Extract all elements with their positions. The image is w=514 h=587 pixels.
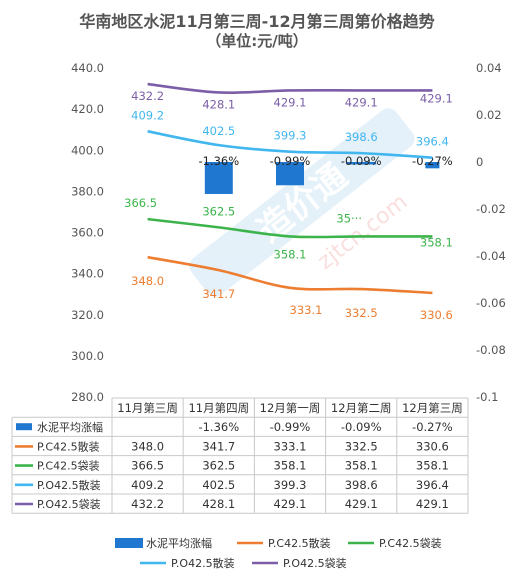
table-cell: 428.1 <box>202 497 235 511</box>
table-cell: 399.3 <box>274 478 307 492</box>
y-left-tick-label: 440.0 <box>71 61 104 75</box>
table-cell: 330.6 <box>416 439 449 453</box>
y-right-tick-label: -0.02 <box>476 202 506 216</box>
bar-data-label: -1.36% <box>198 154 239 168</box>
table-cell: -0.27% <box>412 420 453 434</box>
y-left-tick-label: 340.0 <box>71 267 104 281</box>
y-left-tick-label: 380.0 <box>71 184 104 198</box>
table-row-label: P.O42.5袋装 <box>37 497 101 511</box>
category-label: 12月第一周 <box>260 401 321 415</box>
table-cell: 362.5 <box>202 459 235 473</box>
legend-label: P.C42.5袋装 <box>379 536 442 550</box>
table-cell: 333.1 <box>274 439 307 453</box>
table-cell: 348.0 <box>131 439 164 453</box>
table-cell: 396.4 <box>416 478 449 492</box>
y-right-tick-label: 0.02 <box>476 108 502 122</box>
legend-label: P.C42.5散装 <box>268 536 331 550</box>
table-cell: -0.09% <box>341 420 382 434</box>
series-data-label: 399.3 <box>274 129 307 143</box>
table-cell: -1.36% <box>198 420 239 434</box>
legend-label: P.O42.5袋装 <box>283 556 347 570</box>
category-label: 12月第二周 <box>331 401 392 415</box>
category-label: 12月第三周 <box>402 401 463 415</box>
y-right-tick-label: 0.04 <box>476 61 502 75</box>
series-data-label: 362.5 <box>202 204 235 218</box>
series-data-label: 358.1 <box>420 235 453 249</box>
series-data-label: 428.1 <box>202 97 235 111</box>
table-cell: 402.5 <box>202 478 235 492</box>
table-cell: -0.99% <box>270 420 311 434</box>
series-data-label: 333.1 <box>290 303 323 317</box>
y-left-tick-label: 300.0 <box>71 349 104 363</box>
table-row-label: P.C42.5散装 <box>37 439 100 453</box>
table-cell: 358.1 <box>274 459 307 473</box>
series-data-label: 35··· <box>336 211 362 225</box>
series-data-label: 432.2 <box>131 89 164 103</box>
table-cell: 429.1 <box>416 497 449 511</box>
table-row-label: 水泥平均涨幅 <box>37 421 103 434</box>
bar-4 <box>425 162 440 169</box>
y-right-tick-label: -0.1 <box>476 390 498 404</box>
y-right-tick-label: -0.06 <box>476 296 506 310</box>
table-legend-swatch <box>16 423 32 431</box>
category-label: 11月第三周 <box>117 401 178 415</box>
y-left-tick-label: 320.0 <box>71 308 104 322</box>
series-data-label: 332.5 <box>345 306 378 320</box>
legend-label: 水泥平均涨幅 <box>146 537 212 550</box>
chart-title: 华南地区水泥11月第三周-12月第三周第价格趋势 <box>79 12 435 31</box>
category-label: 11月第四周 <box>188 401 249 415</box>
y-right-tick-label: -0.04 <box>476 249 506 263</box>
series-data-label: 429.1 <box>420 91 453 105</box>
bar-data-label: -0.09% <box>341 154 382 168</box>
table-cell: 358.1 <box>345 459 378 473</box>
series-line-2 <box>147 130 433 159</box>
table-cell: 429.1 <box>274 497 307 511</box>
series-line-0 <box>147 255 433 295</box>
series-data-label: 429.1 <box>345 95 378 109</box>
y-left-tick-label: 420.0 <box>71 102 104 116</box>
table-cell: 366.5 <box>131 459 164 473</box>
table-cell: 409.2 <box>131 478 164 492</box>
table-cell: 432.2 <box>131 497 164 511</box>
table-cell: 429.1 <box>345 497 378 511</box>
series-data-label: 358.1 <box>274 247 307 261</box>
bar-2 <box>276 162 304 186</box>
bar-3 <box>346 162 377 165</box>
table-cell: 341.7 <box>202 439 235 453</box>
series-data-label: 330.6 <box>420 308 453 322</box>
y-left-tick-label: 280.0 <box>71 390 104 404</box>
legend-swatch <box>115 538 143 548</box>
series-data-label: 398.6 <box>345 130 378 144</box>
series-data-label: 429.1 <box>274 95 307 109</box>
y-right-tick-label: -0.08 <box>476 343 506 357</box>
series-data-label: 366.5 <box>124 196 157 210</box>
table-cell: 332.5 <box>345 439 378 453</box>
y-right-tick-label: 0 <box>476 155 483 169</box>
series-data-label: 341.7 <box>202 287 235 301</box>
legend-label: P.O42.5散装 <box>171 556 235 570</box>
y-left-tick-label: 360.0 <box>71 226 104 240</box>
series-line-3 <box>147 82 433 94</box>
table-cell: 398.6 <box>345 478 378 492</box>
series-data-label: 348.0 <box>131 274 164 288</box>
series-line-1 <box>147 217 433 239</box>
series-data-label: 396.4 <box>416 135 449 149</box>
y-left-tick-label: 400.0 <box>71 143 104 157</box>
table-row-label: P.C42.5袋装 <box>37 459 100 473</box>
chart-subtitle: （单位:元/吨） <box>206 32 308 50</box>
series-data-label: 402.5 <box>202 124 235 138</box>
series-data-label: 409.2 <box>131 108 164 122</box>
bar-1 <box>204 162 233 194</box>
table-cell: 358.1 <box>416 459 449 473</box>
table-row-label: P.O42.5散装 <box>37 478 101 492</box>
bar-data-label: -0.99% <box>270 154 311 168</box>
